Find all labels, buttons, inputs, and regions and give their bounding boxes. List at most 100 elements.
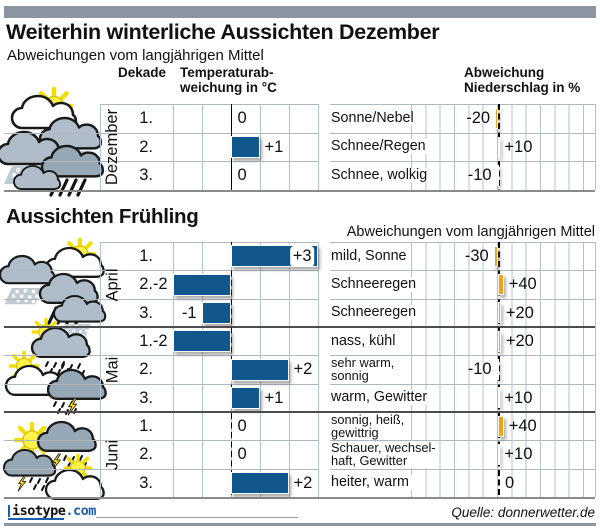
condition-cell: Schnee, wolkig [331,161,503,190]
decade-label: 1. [139,417,153,435]
precipitation-value-label: 0 [505,473,515,492]
precipitation-bar [496,359,499,380]
column-header-temperature-line1: Temperaturab- [180,65,274,80]
decade-label: 2. [139,137,153,156]
temperature-value-label: +2 [293,360,313,379]
temperature-value-label: -2 [152,275,168,294]
precipitation-value-label: -20 [466,109,491,127]
precipitation-value-label: +20 [505,332,534,350]
column-header-dekade: Dekade [118,65,167,80]
temperature-bar [230,136,260,158]
column-header-temperature-line2: weichung in °C [180,80,277,95]
month-divider-line [4,411,595,413]
decade-label: 2. [139,360,153,379]
condition-label: heiter, warm [331,475,412,491]
temperature-bar [230,471,289,494]
label-column-line [100,242,101,497]
column-header-precipitation-line1: Abweichung [464,65,545,80]
decade-label: 1. [139,332,153,350]
temperature-value-label: 0 [237,166,247,185]
condition-label: sonnig, heiß, gewittrig [331,412,408,440]
temperature-value-label: +1 [264,388,284,407]
decade-label: 3. [139,473,153,492]
precipitation-bar [498,330,501,352]
condition-label: Schauer, wechsel- haft, Gewitter [331,441,439,468]
precipitation-bar [498,274,504,295]
top-accent-bar [4,6,596,18]
weather-icons-juni [2,420,105,500]
decade-label: 2. [139,275,153,294]
grid-line [330,104,595,105]
precipitation-value-label: +10 [504,445,533,464]
precipitation-bar [493,245,498,267]
condition-cell: sehr warm, sonnig [331,355,503,383]
temperature-value-label: 0 [237,445,247,464]
grid-line [4,383,318,385]
temperature-value-label: +2 [293,473,313,492]
precipitation-bar [496,165,499,187]
temperature-value-label: -1 [181,303,197,322]
condition-label: Schneeregen [331,276,420,292]
temperature-value-label: 0 [237,417,247,435]
temperature-bar [172,330,231,353]
temperature-value-label: +1 [264,137,284,156]
condition-label: Sonne/Nebel [331,110,417,126]
temperature-value-label: -2 [152,332,168,350]
precipitation-value-label: -30 [464,247,489,265]
precipitation-value-label: -10 [467,166,492,185]
grid-line [4,270,318,272]
temperature-value-label: +3 [289,245,315,267]
month-label: Dezember [103,108,121,186]
grid-line [330,355,595,357]
month-divider-line [4,326,595,328]
condition-cell: Schauer, wechsel- haft, Gewitter [331,440,503,468]
condition-cell: Schnee/Regen [331,133,503,162]
condition-cell: heiter, warm [331,469,503,497]
decade-label: 1. [139,247,153,265]
precipitation-value-label: +20 [505,303,534,322]
precipitation-value-label: +40 [508,417,537,435]
grid-line [100,242,318,243]
brand-tick [8,505,10,517]
grid-line [330,468,595,470]
precip-grid [411,104,596,190]
grid-line [100,104,318,105]
condition-cell: Sonne/Nebel [331,104,503,133]
grid-line [330,440,595,442]
source-credit: Quelle: donnerwetter.de [451,505,595,520]
bottom-accent-bar [4,523,596,526]
grid-line [4,355,318,357]
grid-line [330,383,595,385]
brand-tld: .com [65,503,96,519]
brand-name: isotype [12,503,66,519]
grid-line [4,298,318,300]
brand-underline [8,518,64,520]
section-bottom-line [4,190,595,192]
decade-label: 3. [139,166,153,185]
condition-label: Schnee, wolkig [331,168,431,184]
grid-line [330,270,595,272]
column-header-precipitation: Abweichung Niederschlag in % [464,65,580,95]
precipitation-bar [498,387,500,409]
condition-cell: sonnig, heiß, gewittrig [331,412,503,440]
condition-label: warm, Gewitter [331,390,431,406]
page-title: Weiterhin winterliche Aussichten Dezembe… [6,20,440,44]
brand-logo: isotype.com [8,503,96,521]
condition-cell: warm, Gewitter [331,384,503,412]
condition-cell: nass, kühl [331,327,503,355]
grid-line [330,132,595,134]
column-header-precipitation-line2: Niederschlag in % [464,80,581,95]
label-column-line [100,104,101,190]
condition-label: nass, kühl [331,333,399,349]
temperature-bar [230,386,260,409]
spring-right-note: Abweichungen vom langjährigen Mittel [346,224,595,240]
temperature-bar [201,301,231,324]
grid-line [4,468,318,470]
weather-icons-mai [4,317,107,416]
precipitation-value-label: +10 [504,388,533,407]
decade-label: 3. [139,303,153,322]
precipitation-value-label: +10 [504,137,533,156]
grid-line [4,161,318,163]
decade-label: 2. [139,445,153,464]
grid-line [330,161,595,163]
